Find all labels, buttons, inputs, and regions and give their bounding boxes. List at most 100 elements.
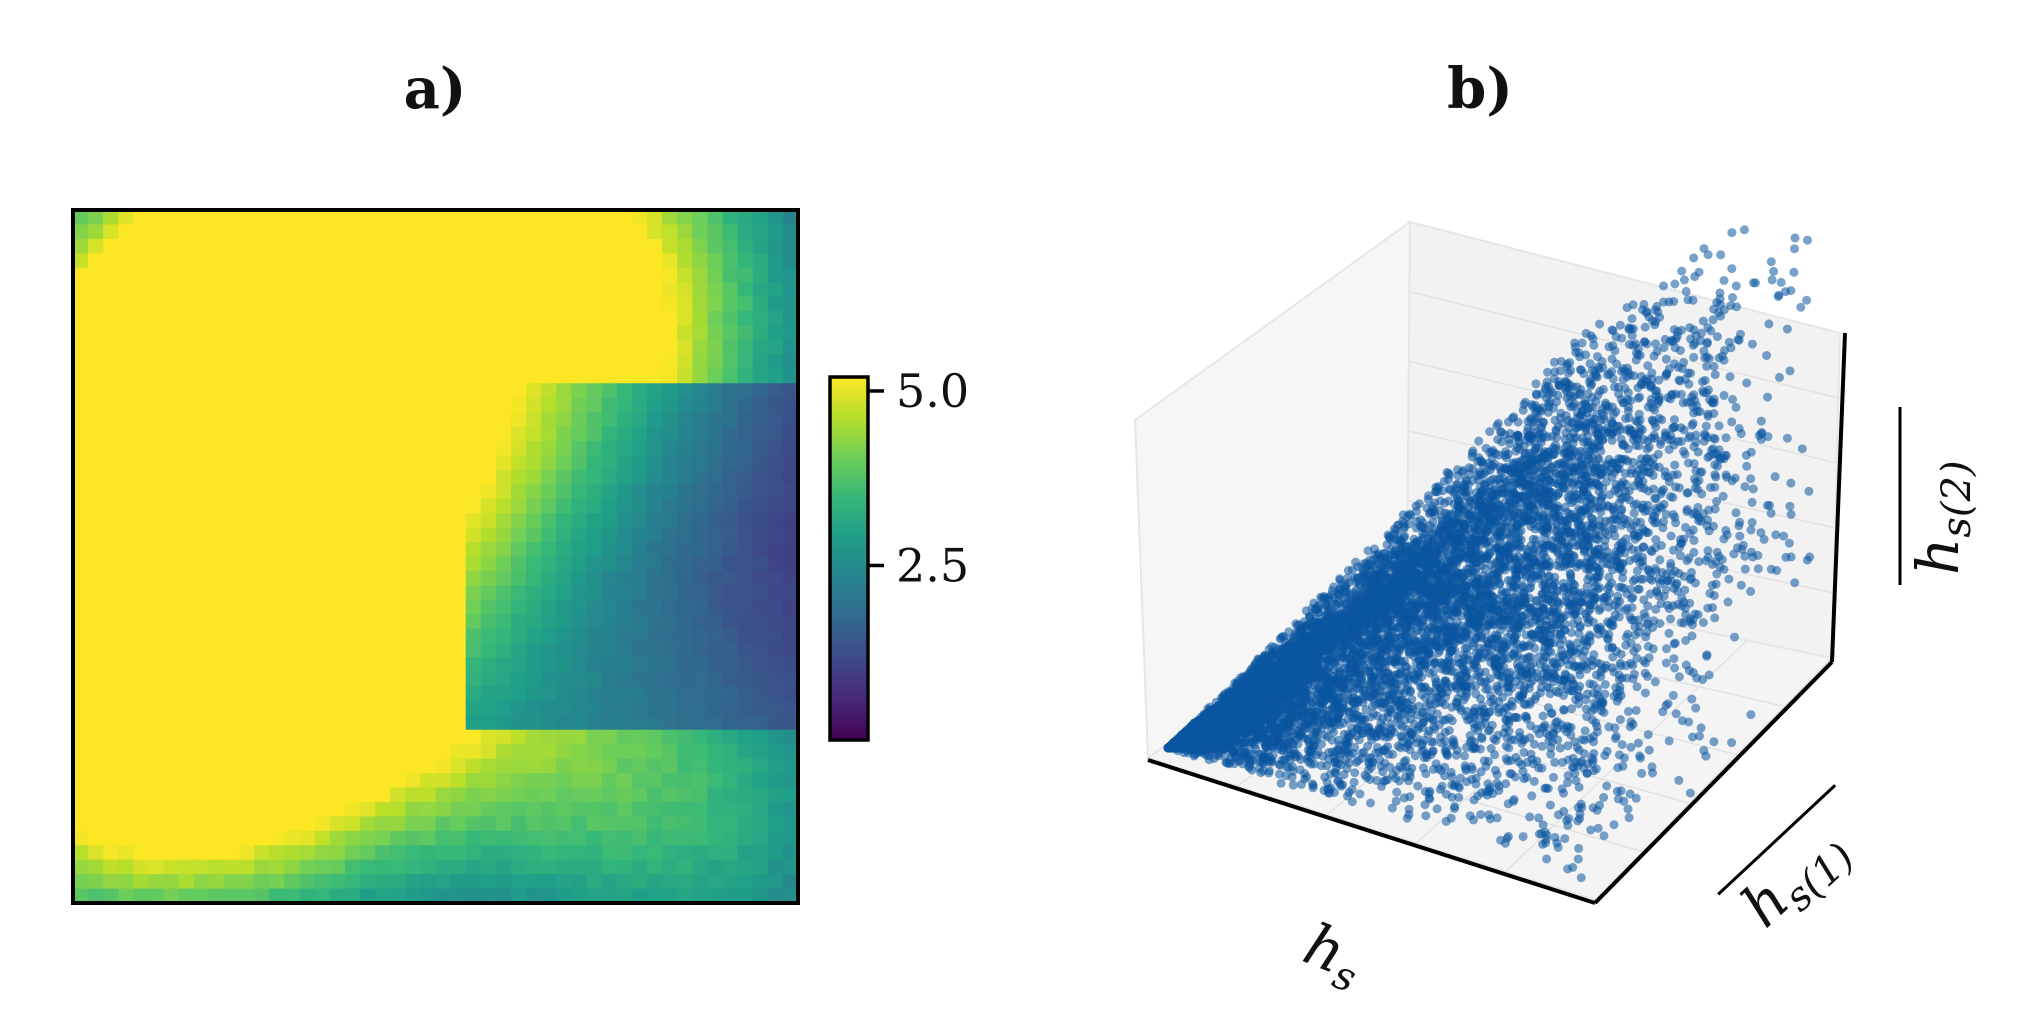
heatmap-cell [586, 585, 603, 601]
heatmap-cell [616, 570, 633, 586]
heatmap-cell [405, 700, 421, 716]
heatmap-cell [722, 339, 739, 355]
heatmap-cell [646, 657, 663, 673]
heatmap-cell [692, 744, 708, 760]
heatmap-cell [284, 325, 301, 341]
heatmap-cell [344, 498, 361, 514]
heatmap-cell [163, 643, 180, 659]
heatmap-cell [601, 311, 618, 327]
heatmap-cell [405, 744, 421, 760]
heatmap-cell [571, 397, 588, 413]
heatmap-cell [314, 296, 331, 312]
heatmap-cell [133, 859, 150, 875]
heatmap-cell [631, 397, 648, 413]
heatmap-cell [677, 282, 693, 298]
heatmap-cell [662, 585, 678, 601]
heatmap-cell [329, 253, 346, 269]
heatmap-cell [299, 657, 316, 673]
heatmap-cell [737, 628, 754, 644]
heatmap-cell [526, 657, 542, 673]
heatmap-cell [208, 700, 225, 716]
heatmap-cell [103, 773, 119, 789]
heatmap-cell [511, 816, 527, 832]
heatmap-cell [586, 700, 603, 716]
heatmap-cell [646, 570, 663, 586]
heatmap-cell [631, 773, 648, 789]
heatmap-cell [103, 267, 119, 283]
heatmap-cell [601, 296, 618, 312]
heatmap-cell [737, 441, 754, 457]
scatter-point [1636, 574, 1646, 584]
heatmap-cell [677, 888, 693, 904]
heatmap-cell [344, 700, 361, 716]
heatmap-cell [511, 672, 527, 688]
heatmap-cell [692, 643, 708, 659]
heatmap-cell [375, 397, 391, 413]
heatmap-cell [556, 412, 573, 428]
heatmap-cell [284, 542, 301, 558]
heatmap-cell [390, 700, 406, 716]
heatmap-cell [329, 426, 346, 442]
heatmap-cell [329, 874, 346, 890]
heatmap-cell [677, 556, 693, 572]
heatmap-cell [118, 758, 135, 774]
heatmap-cell [526, 801, 542, 817]
heatmap-cell [118, 614, 135, 630]
heatmap-cell [526, 325, 542, 341]
heatmap-cell [646, 527, 663, 543]
heatmap-cell [390, 253, 406, 269]
heatmap-cell [73, 325, 89, 341]
heatmap-cell [677, 801, 693, 817]
heatmap-cell [344, 801, 361, 817]
heatmap-cell [767, 787, 784, 803]
heatmap-cell [631, 672, 648, 688]
heatmap-cell [269, 498, 286, 514]
heatmap-cell [390, 628, 406, 644]
heatmap-cell [329, 368, 346, 384]
scatter-point [1674, 775, 1684, 785]
heatmap-cell [631, 311, 648, 327]
heatmap-cell [299, 556, 316, 572]
heatmap-cell [148, 816, 165, 832]
heatmap-cell [571, 787, 588, 803]
heatmap-cell [178, 715, 195, 731]
panel-label-b: b) [1447, 56, 1513, 122]
heatmap-cell [193, 325, 210, 341]
heatmap-cell [208, 426, 225, 442]
heatmap-cell [193, 455, 210, 471]
heatmap-cell [269, 556, 286, 572]
heatmap-cell [163, 426, 180, 442]
heatmap-cell [344, 599, 361, 615]
heatmap-cell [556, 859, 573, 875]
heatmap-cell [616, 729, 633, 745]
heatmap-cell [571, 296, 588, 312]
heatmap-cell [737, 773, 754, 789]
heatmap-cell [480, 700, 497, 716]
heatmap-cell [767, 758, 784, 774]
heatmap-cell [435, 599, 452, 615]
heatmap-cell [677, 469, 693, 485]
heatmap-cell [677, 224, 693, 240]
heatmap-cell [148, 874, 165, 890]
heatmap-cell [359, 354, 376, 370]
heatmap-cell [767, 296, 784, 312]
heatmap-cell [344, 830, 361, 846]
heatmap-cell [88, 859, 104, 875]
heatmap-cell [571, 773, 588, 789]
heatmap-cell [254, 412, 270, 428]
heatmap-cell [465, 556, 482, 572]
heatmap-cell [767, 267, 784, 283]
heatmap-cell [405, 354, 421, 370]
heatmap-cell [541, 455, 557, 471]
heatmap-cell [118, 513, 135, 529]
heatmap-cell [631, 715, 648, 731]
heatmap-cell [208, 773, 225, 789]
heatmap-cell [435, 758, 452, 774]
heatmap-cell [73, 816, 89, 832]
heatmap-cell [359, 441, 376, 457]
heatmap-cell [692, 354, 708, 370]
heatmap-cell [541, 542, 557, 558]
heatmap-cell [420, 686, 437, 702]
heatmap-cell [118, 787, 135, 803]
heatmap-cell [752, 498, 769, 514]
